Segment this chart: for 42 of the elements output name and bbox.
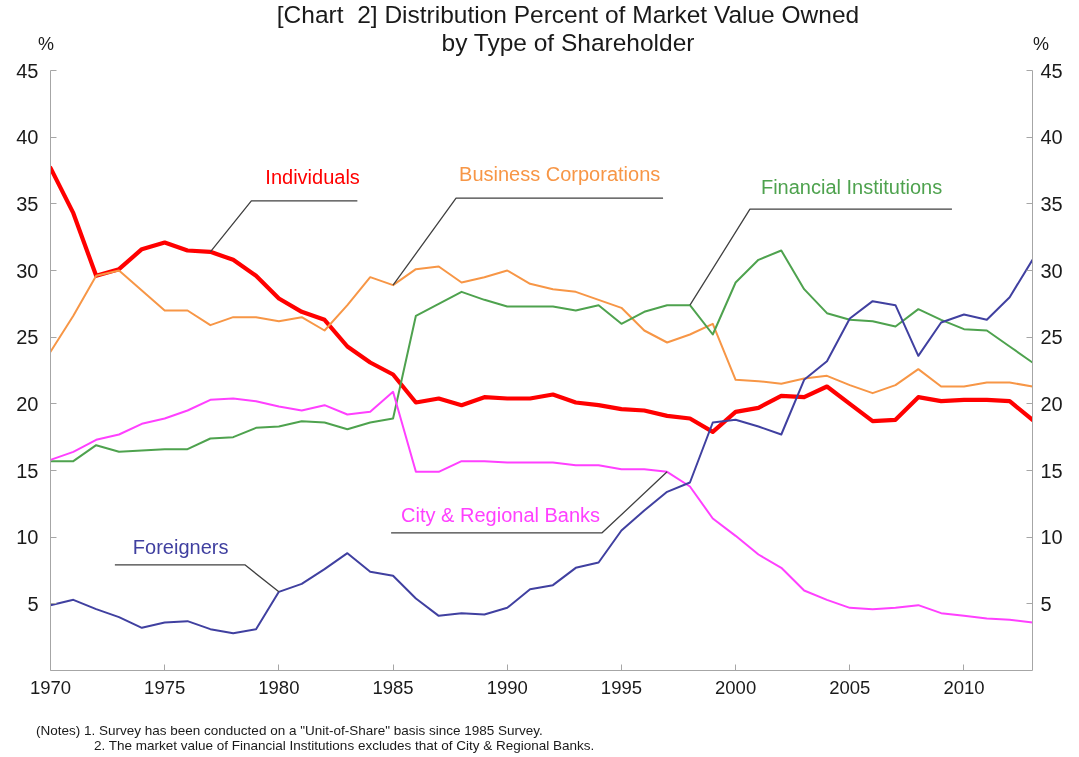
x-tick-label: 1975 [144,676,186,698]
y2-tick-label: 30 [1040,259,1063,282]
y2-tick-label: 35 [1040,192,1063,215]
text: (Notes) 1. Survey has been conducted on a "Unit-of-Share" basis since 1985 Survey. [36,722,543,740]
text: Individuals [265,165,360,188]
x-tick-label: 1985 [372,676,414,698]
line-series [50,165,1033,434]
line-series [50,258,1033,635]
line-series [50,249,1033,463]
y2-tick-label: 20 [1040,392,1063,415]
x-tick-label: 1980 [258,676,300,698]
y2-tick-label: 45 [1040,59,1063,82]
y-tick-label: 25 [16,326,39,349]
x-tick-label: 1970 [29,676,72,698]
y2-tick-label: 10 [1040,526,1063,549]
y-tick-label: 10 [16,526,39,549]
y2-tick-label: 25 [1040,326,1063,349]
y2-tick-label: 40 [1040,126,1063,149]
y-axis-title: % [37,34,55,56]
text: 2. The market value of Financial Institutions excludes that of City & Regional Banks. [94,737,595,755]
text: Business Corporations [459,163,661,186]
text: Financial Institutions [760,176,943,199]
y2-axis-title: % [1032,34,1050,56]
chart-title: [Chart 2] Distribution Percent of Market Value Owned by Type of Shareholder [276,0,860,58]
x-tick-label: 1990 [486,676,528,698]
y-tick-label: 45 [16,59,39,82]
y-tick-label: 40 [16,126,39,149]
y-tick-label: 30 [16,259,39,282]
y-tick-label: 5 [27,592,39,615]
x-tick-label: 2010 [943,676,985,698]
line-series [50,265,1033,395]
line-series [50,390,1033,624]
x-tick-label: 2000 [715,676,757,698]
y-tick-label: 15 [16,459,39,482]
y2-tick-label: 5 [1040,592,1052,615]
y-tick-label: 35 [16,192,39,215]
series-label: City & Regional Banks [401,503,601,526]
x-tick-label: 2005 [829,676,871,698]
text: Foreigners [132,535,229,558]
y2-tick-label: 15 [1040,459,1063,482]
x-tick-label: 1995 [600,676,643,698]
y-tick-label: 20 [16,392,39,415]
